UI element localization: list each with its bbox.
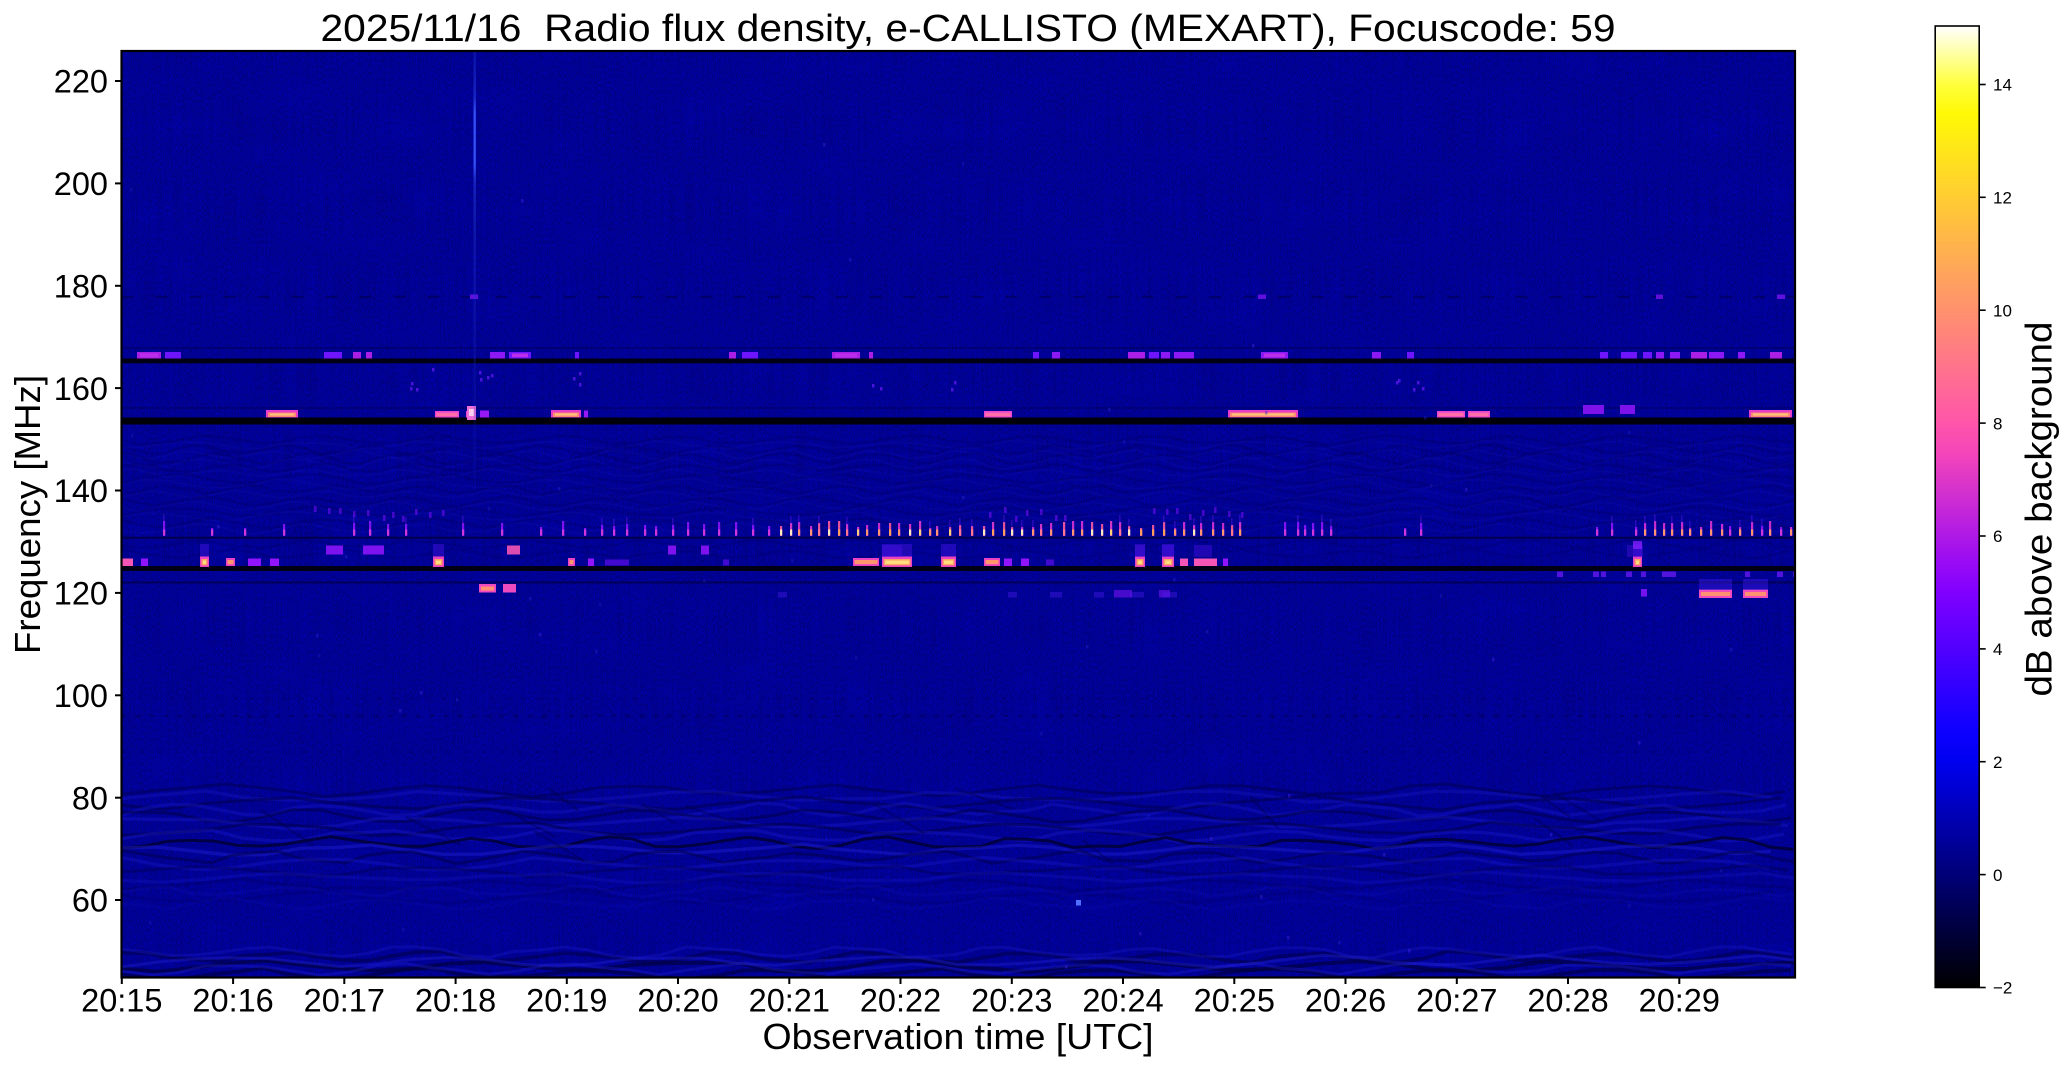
svg-text:20:16: 20:16 — [192, 983, 273, 1019]
svg-text:200: 200 — [54, 166, 108, 202]
svg-text:20:24: 20:24 — [1082, 983, 1163, 1019]
svg-text:20:29: 20:29 — [1639, 983, 1720, 1019]
svg-text:4: 4 — [1993, 640, 2002, 659]
svg-text:−2: −2 — [1993, 979, 2012, 998]
svg-text:20:21: 20:21 — [749, 983, 830, 1019]
svg-text:120: 120 — [54, 576, 108, 612]
svg-text:20:18: 20:18 — [415, 983, 496, 1019]
svg-text:20:23: 20:23 — [971, 983, 1052, 1019]
svg-text:14: 14 — [1993, 76, 2012, 95]
svg-text:20:22: 20:22 — [860, 983, 941, 1019]
svg-text:Frequency [MHz]: Frequency [MHz] — [7, 375, 48, 654]
svg-text:8: 8 — [1993, 414, 2002, 433]
svg-text:20:27: 20:27 — [1416, 983, 1497, 1019]
svg-text:10: 10 — [1993, 301, 2012, 320]
svg-text:2: 2 — [1993, 753, 2002, 772]
svg-text:dB above background: dB above background — [2019, 322, 2060, 697]
svg-text:20:26: 20:26 — [1305, 983, 1386, 1019]
svg-text:20:28: 20:28 — [1527, 983, 1608, 1019]
svg-text:6: 6 — [1993, 527, 2002, 546]
svg-text:100: 100 — [54, 678, 108, 714]
svg-text:160: 160 — [54, 371, 108, 407]
svg-text:0: 0 — [1993, 866, 2002, 885]
svg-text:60: 60 — [72, 883, 108, 919]
svg-text:220: 220 — [54, 64, 108, 100]
svg-text:20:19: 20:19 — [526, 983, 607, 1019]
svg-text:140: 140 — [54, 473, 108, 509]
svg-text:20:25: 20:25 — [1194, 983, 1275, 1019]
svg-text:12: 12 — [1993, 189, 2012, 208]
svg-text:2025/11/16 Radio flux density: 2025/11/16 Radio flux density, e-CALLIST… — [321, 8, 1616, 50]
svg-text:180: 180 — [54, 269, 108, 305]
svg-text:Observation time [UTC]: Observation time [UTC] — [763, 1016, 1154, 1057]
svg-text:20:20: 20:20 — [637, 983, 718, 1019]
svg-text:80: 80 — [72, 780, 108, 816]
svg-text:20:17: 20:17 — [304, 983, 385, 1019]
svg-text:20:15: 20:15 — [81, 983, 162, 1019]
